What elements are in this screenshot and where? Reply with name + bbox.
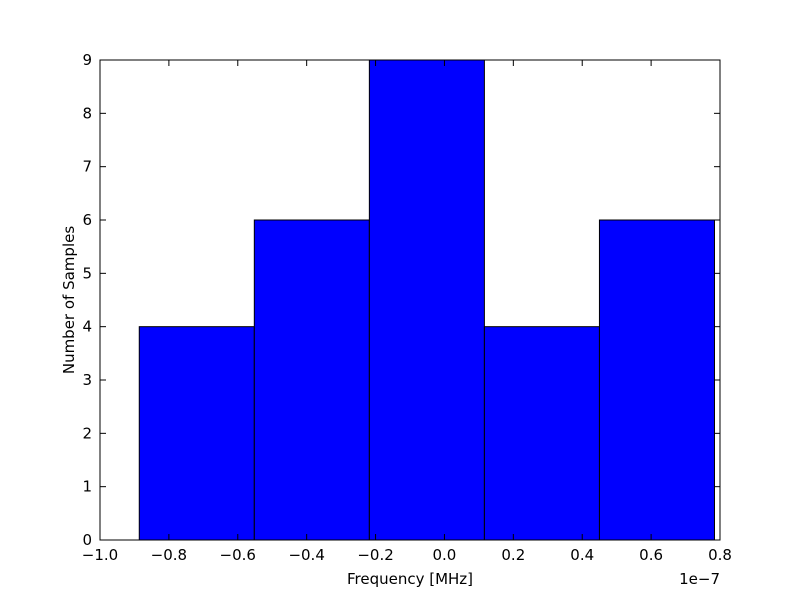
bar <box>368 59 485 541</box>
bar <box>253 219 370 541</box>
x-tick-label: 0.4 <box>570 546 594 564</box>
y-tick-label: 2 <box>82 424 92 442</box>
plot-frame <box>99 59 721 541</box>
y-tick-label: 5 <box>82 264 92 282</box>
y-tick-label: 0 <box>82 531 92 549</box>
bar <box>138 326 255 541</box>
x-tick-label: 0.2 <box>501 546 525 564</box>
x-tick-label: −0.2 <box>357 546 393 564</box>
x-tick-label: 0.0 <box>433 546 457 564</box>
y-tick-label: 6 <box>82 211 92 229</box>
y-axis-label: Number of Samples <box>60 226 78 374</box>
y-tick-label: 8 <box>82 104 92 122</box>
x-tick-label: −0.6 <box>220 546 256 564</box>
x-tick-label: −0.4 <box>288 546 324 564</box>
y-tick-label: 9 <box>82 51 92 69</box>
x-axis-label: Frequency [MHz] <box>347 570 473 588</box>
y-tick-label: 4 <box>82 318 92 336</box>
bar <box>598 219 715 541</box>
bar <box>483 326 600 541</box>
x-offset-label: 1e−7 <box>679 570 720 588</box>
y-tick-label: 7 <box>82 158 92 176</box>
y-tick-label: 3 <box>82 371 92 389</box>
y-tick-label: 1 <box>82 478 92 496</box>
x-tick-label: 0.6 <box>639 546 663 564</box>
x-tick-label: −0.8 <box>151 546 187 564</box>
x-tick-label: −1.0 <box>82 546 118 564</box>
x-tick-label: 0.8 <box>708 546 732 564</box>
